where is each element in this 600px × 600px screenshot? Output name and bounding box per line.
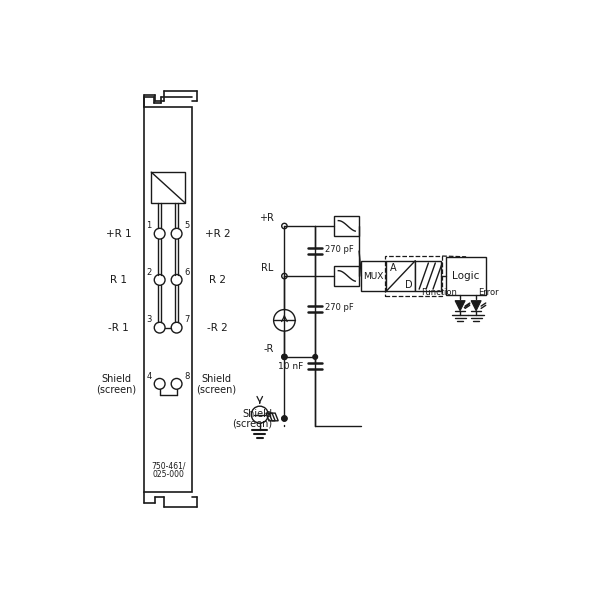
Text: Shield: Shield (242, 409, 272, 419)
Text: +R 2: +R 2 (205, 229, 230, 239)
Text: (screen): (screen) (232, 419, 272, 429)
Text: RL: RL (261, 263, 274, 274)
Circle shape (171, 275, 182, 285)
Circle shape (282, 355, 287, 359)
Bar (385, 256, 442, 296)
Text: 025-000: 025-000 (152, 470, 184, 479)
Bar (361, 260, 386, 292)
Text: Shield: Shield (202, 374, 232, 384)
Text: 6: 6 (185, 268, 190, 277)
Circle shape (282, 274, 287, 279)
Bar (151, 172, 185, 203)
Text: +R: +R (259, 213, 274, 223)
Circle shape (274, 310, 295, 331)
Text: -R: -R (263, 344, 274, 354)
Text: Function: Function (421, 289, 457, 298)
Text: Logic: Logic (452, 271, 480, 281)
Circle shape (154, 322, 165, 333)
Circle shape (171, 229, 182, 239)
Text: 8: 8 (185, 371, 190, 380)
Text: 10 nF: 10 nF (278, 362, 304, 371)
Text: MUX: MUX (364, 272, 384, 281)
Text: -R 2: -R 2 (207, 323, 228, 332)
Text: A: A (389, 263, 396, 272)
Text: 1: 1 (146, 221, 152, 230)
Bar (446, 257, 486, 295)
Circle shape (154, 379, 165, 389)
Text: (screen): (screen) (97, 384, 137, 394)
Circle shape (282, 223, 287, 229)
Text: 3: 3 (146, 316, 152, 325)
Circle shape (154, 229, 165, 239)
Text: +R 1: +R 1 (106, 229, 131, 239)
Bar (415, 260, 442, 292)
Circle shape (171, 322, 182, 333)
Circle shape (282, 416, 287, 421)
Bar (334, 266, 359, 286)
Text: 270 pF: 270 pF (325, 245, 354, 254)
Circle shape (154, 275, 165, 285)
Bar (334, 216, 359, 236)
Text: 5: 5 (185, 221, 190, 230)
Text: D: D (404, 280, 412, 290)
Text: 270 pF: 270 pF (325, 303, 354, 312)
Text: R 2: R 2 (209, 275, 226, 285)
Text: Error: Error (478, 289, 498, 298)
Circle shape (171, 379, 182, 389)
Text: 7: 7 (185, 316, 190, 325)
Text: -R 1: -R 1 (109, 323, 129, 332)
Text: 750-461/: 750-461/ (151, 462, 185, 471)
Polygon shape (471, 301, 481, 311)
Text: 2: 2 (146, 268, 152, 277)
Text: (screen): (screen) (197, 384, 237, 394)
Text: 4: 4 (146, 371, 152, 380)
Circle shape (313, 355, 317, 359)
Text: R 1: R 1 (110, 275, 127, 285)
Circle shape (251, 406, 268, 423)
Circle shape (282, 416, 287, 421)
Bar (144, 107, 192, 491)
Circle shape (282, 354, 287, 359)
Text: Shield: Shield (101, 374, 131, 384)
Polygon shape (455, 301, 465, 311)
Bar (386, 260, 415, 292)
